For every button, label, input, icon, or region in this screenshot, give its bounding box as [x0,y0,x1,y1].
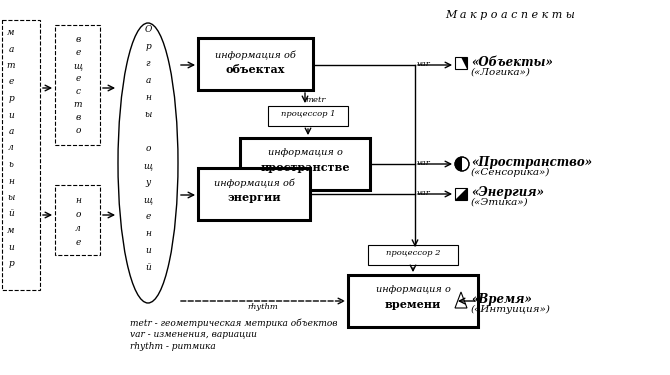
Text: с: с [76,87,80,96]
Text: rhythm: rhythm [247,303,279,311]
Text: пространстве: пространстве [260,162,350,173]
Text: «Время»: «Время» [471,293,532,306]
Text: о: о [75,126,80,135]
Circle shape [455,157,469,171]
Text: информация о: информация о [267,148,342,157]
Text: («Интуиция»): («Интуиция») [471,305,551,314]
Bar [348,275,478,327]
Text: информация об: информация об [215,50,296,60]
Text: щ: щ [143,195,153,204]
Text: й: й [145,263,151,272]
Polygon shape [461,57,467,69]
Text: и: и [145,246,151,255]
Text: а: а [8,45,13,54]
Text: р: р [145,42,151,51]
Text: е: е [75,238,80,247]
Text: («Этика»): («Этика») [471,198,529,207]
Text: О: О [144,25,151,34]
Text: («Логика»): («Логика») [471,68,531,77]
Text: о: о [145,144,151,153]
Text: metr: metr [305,96,326,104]
Text: rhythm - ритмика: rhythm - ритмика [130,342,216,351]
Polygon shape [455,292,467,308]
Text: н: н [8,177,14,186]
Text: («Сенсорика»): («Сенсорика») [471,168,550,177]
Text: р: р [8,259,14,268]
Text: ы: ы [7,193,15,202]
Text: г: г [146,59,150,68]
Text: щ: щ [143,161,153,170]
Text: энергии: энергии [227,192,281,203]
Text: у: у [145,178,151,187]
Text: процессор 1: процессор 1 [281,110,335,118]
Text: М а к р о а с п е к т ы: М а к р о а с п е к т ы [445,10,575,20]
Text: «Объекты»: «Объекты» [471,56,553,69]
Text: и: и [8,111,14,120]
Wedge shape [455,157,462,171]
Bar [55,25,100,145]
Bar [2,20,40,290]
Text: о: о [75,210,80,219]
Text: metr - геометрическая метрика объектов: metr - геометрическая метрика объектов [130,318,338,327]
Bar [240,138,370,190]
Text: щ: щ [74,61,82,70]
Text: в: в [75,113,80,122]
Text: var: var [417,189,431,197]
Text: е: е [145,212,151,221]
Text: var: var [417,60,431,68]
Text: ь: ь [9,160,13,169]
Bar [368,245,458,265]
Text: информация об: информация об [214,178,294,188]
Text: е: е [8,78,13,87]
Bar [455,188,467,200]
Bar [198,168,310,220]
Text: а: а [8,127,13,136]
Polygon shape [455,188,467,200]
Text: й: й [8,210,14,219]
Bar [268,106,348,126]
Text: и: и [8,243,14,252]
Text: е: е [75,74,80,83]
Text: объектах: объектах [226,64,285,75]
Bar [198,38,313,90]
Text: в: в [75,35,80,44]
Text: л: л [8,144,14,153]
Text: н: н [75,196,81,205]
Text: процессор 2: процессор 2 [386,249,440,257]
Text: времени: времени [385,299,441,310]
Text: информация о: информация о [376,285,450,294]
Text: var: var [417,159,431,167]
Text: «Пространство»: «Пространство» [471,156,592,169]
Text: е: е [75,48,80,57]
Text: var - изменения, вариации: var - изменения, вариации [130,330,257,339]
Text: н: н [145,229,151,238]
Text: р: р [8,94,14,103]
Text: «Энергия»: «Энергия» [471,186,544,199]
Ellipse shape [118,23,178,303]
Bar [55,185,100,255]
Text: а: а [145,76,151,85]
Bar [455,57,467,69]
Text: н: н [145,93,151,102]
Text: м: м [7,226,15,235]
Text: м: м [7,28,15,37]
Text: т: т [7,61,15,70]
Text: л: л [75,224,81,233]
Text: ы: ы [144,110,151,119]
Text: т: т [74,100,82,109]
